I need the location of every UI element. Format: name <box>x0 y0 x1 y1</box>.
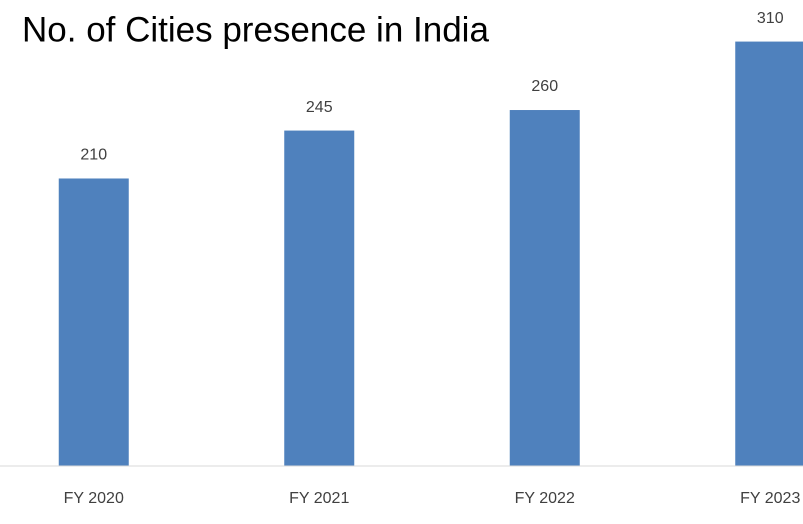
x-tick-label: FY 2022 <box>515 490 575 507</box>
bar <box>284 130 355 467</box>
data-label: 210 <box>80 147 107 164</box>
x-tick-label: FY 2020 <box>64 490 124 507</box>
x-tick-label: FY 2023 <box>740 490 800 507</box>
data-label: 260 <box>531 78 558 95</box>
x-tick-label: FY 2021 <box>289 490 349 507</box>
chart-title: No. of Cities presence in India <box>22 10 489 49</box>
bar <box>509 110 580 466</box>
bar <box>58 178 129 466</box>
data-label: 245 <box>306 99 333 116</box>
data-label: 310 <box>757 10 784 27</box>
bar <box>735 41 803 467</box>
